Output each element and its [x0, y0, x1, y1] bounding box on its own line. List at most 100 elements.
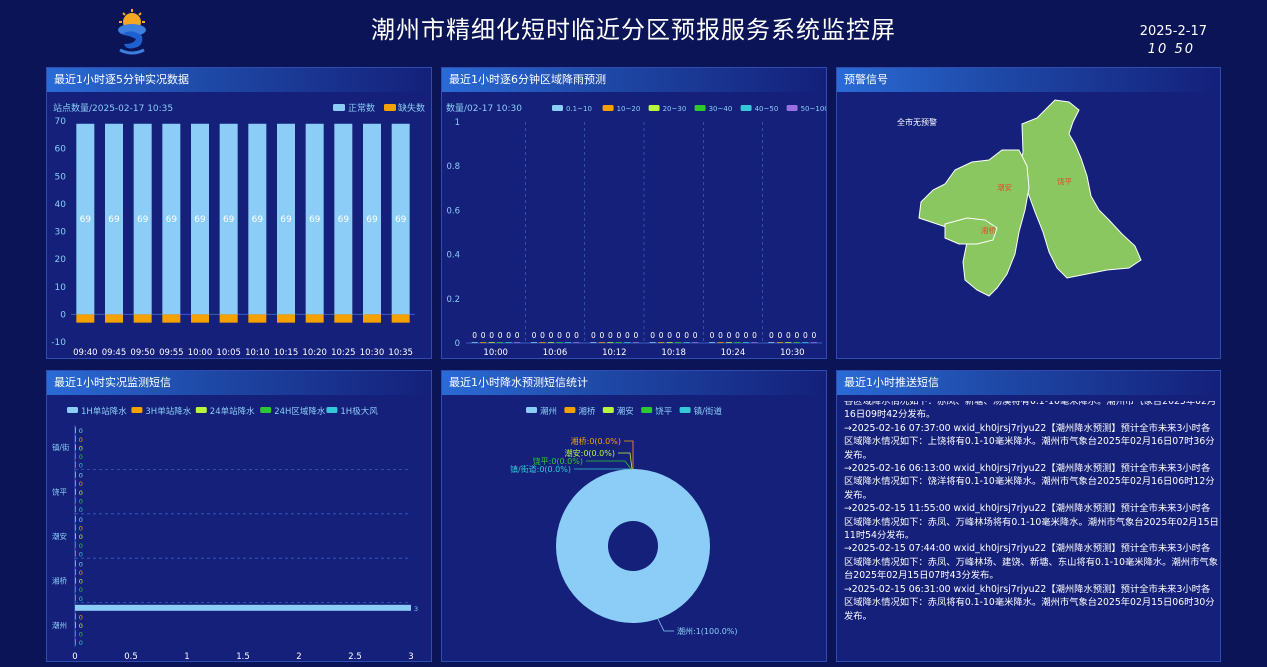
sms-obs-bar[interactable] [75, 569, 76, 575]
rain-bar[interactable] [531, 342, 537, 343]
sms-fc-legend-item[interactable]: 潮州 [540, 406, 557, 417]
obs-bar-missing[interactable] [277, 314, 295, 323]
sms-obs-bar[interactable] [75, 488, 76, 495]
rain-bar[interactable] [793, 342, 800, 343]
rain-bar[interactable] [607, 342, 614, 343]
sms-obs-bar[interactable] [75, 622, 76, 628]
map-region-raoping[interactable] [1018, 99, 1142, 279]
rain-bar[interactable] [743, 342, 749, 343]
map-region-xiangqiao[interactable] [944, 217, 998, 245]
sms-fc-legend-item[interactable]: 饶平 [655, 406, 673, 417]
obs-bar-missing[interactable] [162, 314, 181, 323]
rain-bar[interactable] [717, 342, 724, 343]
rain-bar[interactable] [624, 342, 631, 343]
sms-obs-bar[interactable] [75, 560, 76, 567]
rain-bar[interactable] [497, 342, 504, 343]
rain-legend-item[interactable]: 40~50 [755, 105, 779, 113]
obs-bar-normal[interactable] [334, 123, 353, 315]
rain-legend-item[interactable]: 10~20 [617, 105, 641, 113]
sms-obs-bar[interactable] [75, 427, 76, 434]
obs-bar-normal[interactable] [277, 123, 295, 315]
obs-bar-normal[interactable] [391, 123, 410, 315]
rain-bar[interactable] [675, 342, 682, 343]
sms-fc-slice[interactable] [556, 469, 710, 623]
sms-obs-legend-item[interactable]: 24H区域降水 [274, 406, 326, 417]
sms-obs-bar[interactable] [75, 516, 76, 522]
sms-obs-bar[interactable] [75, 497, 76, 504]
sms-obs-bar[interactable] [75, 541, 76, 548]
sms-obs-bar[interactable] [75, 533, 76, 540]
rain-bar[interactable] [734, 342, 741, 343]
rain-bar[interactable] [726, 342, 732, 343]
rain-legend-item[interactable]: 0.1~10 [566, 105, 592, 113]
obs-bar-normal[interactable] [76, 123, 95, 315]
rain-bar[interactable] [709, 342, 715, 343]
sms-obs-bar[interactable] [75, 594, 76, 601]
rain-bar[interactable] [768, 342, 775, 343]
rain-bar[interactable] [573, 342, 580, 343]
obs-bar-normal[interactable] [105, 123, 123, 315]
obs-bar-missing[interactable] [363, 314, 381, 323]
rain-bar[interactable] [615, 342, 622, 343]
obs-bar-normal[interactable] [219, 123, 238, 315]
sms-obs-bar[interactable] [75, 586, 76, 593]
sms-fc-legend-item[interactable]: 镇/街道 [694, 406, 723, 417]
sms-obs-legend-item[interactable]: 3H单站降水 [145, 406, 191, 417]
rain-bar[interactable] [785, 342, 792, 343]
obs-bar-normal[interactable] [248, 123, 267, 315]
sms-obs-bar[interactable] [75, 639, 76, 646]
rain-bar[interactable] [683, 342, 690, 343]
sms-obs-bar[interactable] [75, 604, 411, 611]
rain-bar[interactable] [480, 342, 487, 343]
obs-bar-missing[interactable] [391, 314, 410, 323]
obs-legend-normal[interactable]: 正常数 [348, 102, 375, 114]
obs-bar-missing[interactable] [133, 314, 152, 323]
obs-legend-missing[interactable]: 缺失数 [398, 102, 425, 114]
obs-bar-normal[interactable] [191, 123, 209, 315]
sms-obs-bar[interactable] [75, 550, 76, 557]
obs-bar-missing[interactable] [248, 314, 267, 323]
obs-bar-normal[interactable] [305, 123, 324, 315]
rain-bar[interactable] [776, 342, 783, 343]
obs-bar-normal[interactable] [133, 123, 152, 315]
rain-bar[interactable] [514, 342, 521, 343]
rain-bar[interactable] [810, 342, 817, 343]
obs-bar-missing[interactable] [219, 314, 238, 323]
obs-bar-missing[interactable] [191, 314, 209, 323]
sms-obs-bar[interactable] [75, 453, 76, 459]
rain-bar[interactable] [505, 342, 512, 343]
rain-legend-item[interactable]: 30~40 [709, 105, 733, 113]
sms-obs-bar[interactable] [75, 444, 76, 451]
sms-obs-bar[interactable] [75, 471, 76, 478]
sms-obs-bar[interactable] [75, 435, 76, 442]
rain-bar[interactable] [556, 342, 563, 343]
sms-obs-bar[interactable] [75, 577, 76, 584]
rain-bar[interactable] [692, 342, 699, 343]
rain-bar[interactable] [548, 342, 554, 343]
sms-obs-legend-item[interactable]: 1H极大风 [340, 406, 378, 417]
sms-obs-legend-item[interactable]: 24单站降水 [210, 406, 255, 417]
push-message-list[interactable]: 各区域降水情况如下：赤凤、新塘、汤溪将有0.1-10毫米降水。潮州市气象台202… [844, 401, 1219, 656]
obs-bar-missing[interactable] [334, 314, 353, 323]
rain-bar[interactable] [632, 342, 639, 343]
rain-bar[interactable] [802, 342, 809, 343]
rain-bar[interactable] [598, 342, 605, 343]
sms-obs-bar[interactable] [75, 630, 76, 637]
obs-bar-normal[interactable] [363, 123, 381, 315]
sms-obs-bar[interactable] [75, 461, 76, 468]
rain-bar[interactable] [488, 342, 495, 343]
sms-obs-bar[interactable] [75, 480, 76, 487]
rain-bar[interactable] [590, 342, 597, 343]
obs-bar-normal[interactable] [162, 123, 181, 315]
rain-legend-item[interactable]: 50~100 [801, 105, 827, 113]
rain-bar[interactable] [751, 342, 758, 343]
rain-bar[interactable] [666, 342, 673, 343]
sms-fc-legend-item[interactable]: 湘桥 [578, 406, 596, 417]
rain-bar[interactable] [649, 342, 656, 343]
rain-bar[interactable] [565, 342, 571, 343]
rain-legend-item[interactable]: 20~30 [663, 105, 687, 113]
obs-bar-missing[interactable] [105, 314, 123, 323]
sms-obs-legend-item[interactable]: 1H单站降水 [81, 406, 127, 417]
rain-bar[interactable] [658, 342, 665, 343]
obs-bar-missing[interactable] [305, 314, 324, 323]
